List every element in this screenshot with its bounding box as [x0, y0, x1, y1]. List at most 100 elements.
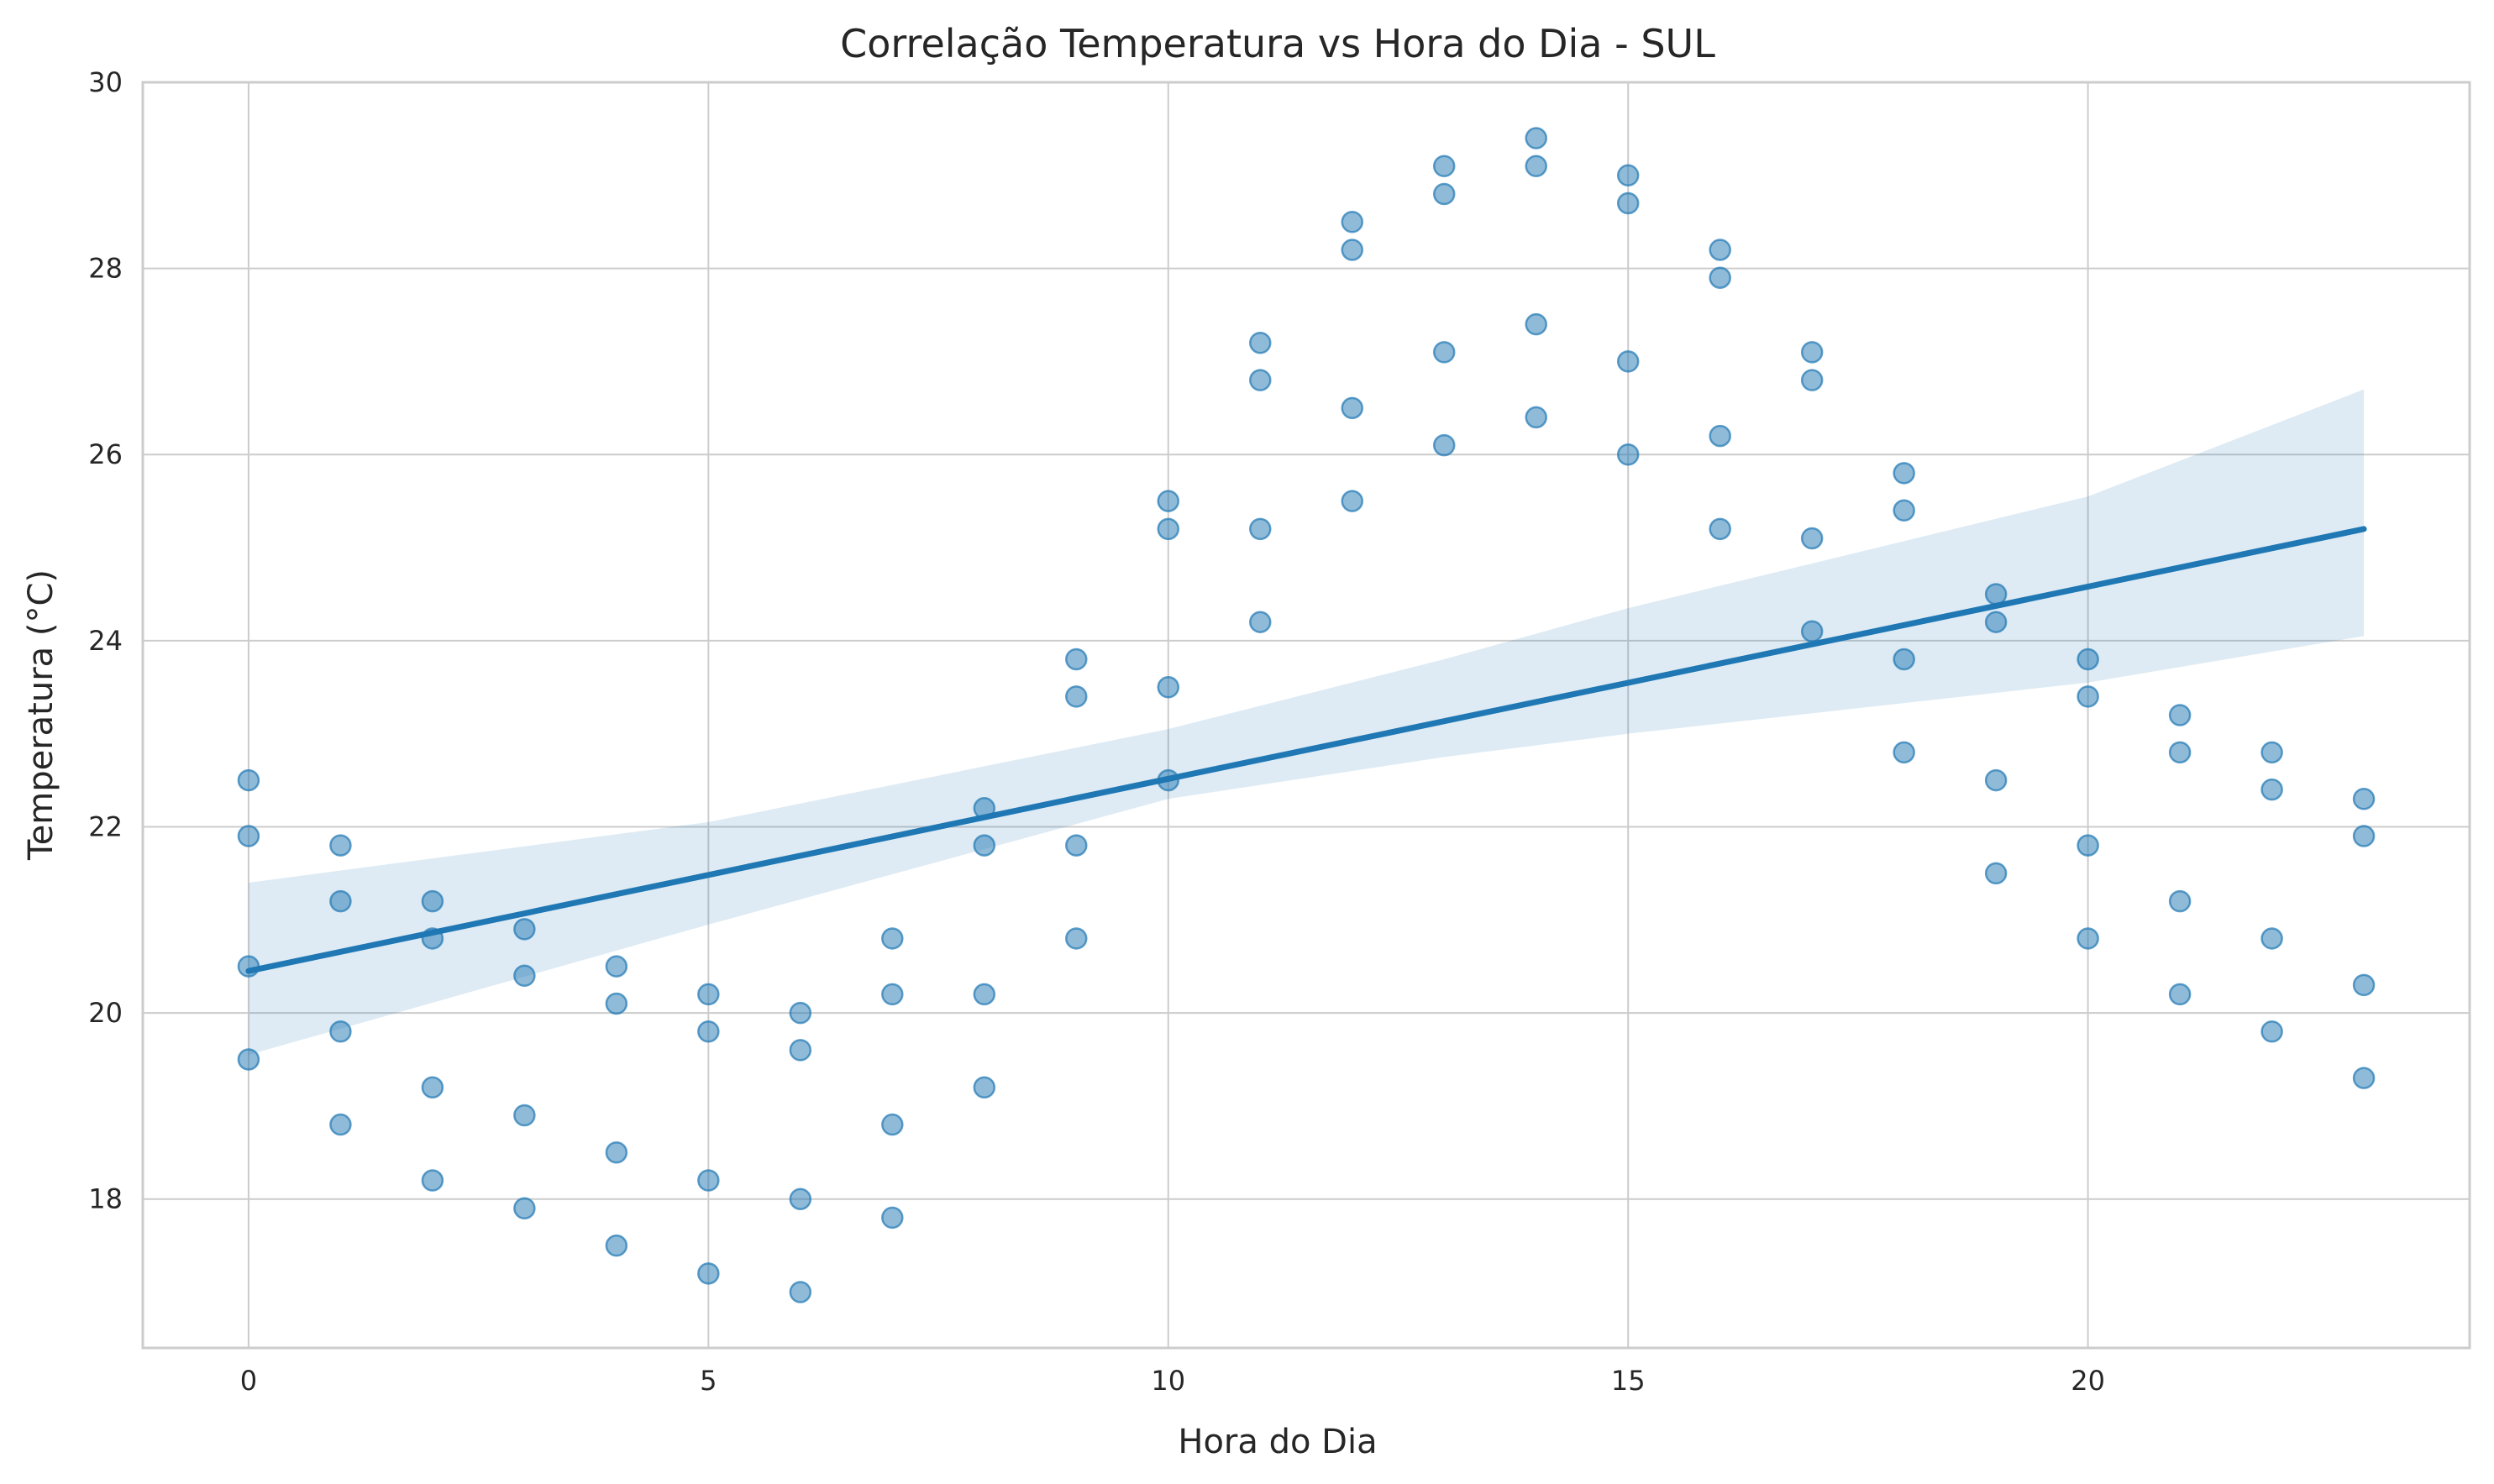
plot-frame	[141, 81, 2471, 1350]
data-point-20	[697, 983, 720, 1006]
data-point-88	[2260, 741, 2283, 764]
data-point-77	[1984, 611, 2008, 633]
data-point-62	[1616, 350, 1640, 373]
regression-line	[245, 526, 2367, 974]
data-point-29	[881, 983, 904, 1006]
data-point-56	[1525, 127, 1547, 149]
tick-labels: 0 5 10 15 20 18 20 22 24 26 28 30	[88, 66, 2105, 1397]
data-point-93	[2352, 825, 2376, 847]
data-point-22	[697, 1169, 720, 1192]
confidence-band	[248, 389, 2365, 1055]
data-point-86	[2168, 889, 2192, 913]
data-point-5	[329, 889, 352, 913]
data-point-49	[1341, 239, 1363, 261]
data-point-7	[329, 1113, 352, 1136]
data-point-13	[513, 964, 536, 988]
x-tick-label-2: 10	[1151, 1365, 1185, 1397]
data-point-42	[1157, 676, 1180, 699]
data-point-81	[2077, 685, 2099, 708]
x-tick-label-0: 0	[240, 1365, 257, 1397]
data-point-27	[789, 1281, 812, 1303]
data-point-28	[881, 927, 904, 950]
data-point-61	[1616, 191, 1640, 215]
x-tick-label-4: 20	[2071, 1365, 2105, 1397]
data-point-51	[1341, 490, 1363, 512]
y-axis-label: Temperatura (°C)	[22, 569, 60, 861]
data-point-82	[2077, 834, 2099, 857]
data-point-76	[1984, 583, 2008, 606]
data-point-58	[1525, 312, 1547, 336]
data-point-12	[513, 918, 536, 941]
data-point-70	[1800, 527, 1824, 550]
data-point-4	[329, 834, 352, 857]
data-point-94	[2352, 973, 2376, 997]
x-axis-label: Hora do Dia	[1178, 1423, 1377, 1461]
data-point-78	[1984, 768, 2008, 792]
data-point-18	[605, 1141, 628, 1164]
data-point-67	[1709, 517, 1731, 541]
data-point-0	[237, 768, 260, 792]
data-point-17	[605, 992, 628, 1015]
y-tick-label-6: 30	[88, 66, 123, 98]
data-point-83	[2077, 927, 2099, 950]
data-point-16	[605, 955, 628, 978]
chart-title: Correlação Temperatura vs Hora do Dia - …	[840, 21, 1715, 66]
data-point-46	[1249, 517, 1272, 541]
data-point-53	[1432, 182, 1456, 206]
data-point-68	[1800, 341, 1824, 364]
data-point-55	[1432, 433, 1456, 457]
regression-line-layer	[245, 526, 2367, 974]
data-point-39	[1065, 927, 1088, 950]
data-point-80	[2077, 648, 2099, 671]
data-point-44	[1249, 332, 1272, 354]
data-point-30	[881, 1113, 904, 1136]
data-point-59	[1525, 406, 1547, 429]
data-point-95	[2352, 1067, 2376, 1089]
data-point-87	[2168, 983, 2192, 1006]
data-point-92	[2352, 787, 2376, 810]
y-tick-label-5: 28	[88, 253, 123, 285]
data-point-36	[1065, 648, 1088, 671]
data-point-14	[513, 1104, 536, 1127]
data-point-23	[697, 1262, 720, 1285]
data-point-21	[697, 1020, 720, 1043]
data-point-73	[1893, 499, 1915, 522]
data-point-8	[421, 889, 444, 913]
data-point-6	[329, 1020, 352, 1043]
data-point-3	[237, 1048, 260, 1071]
data-point-65	[1709, 266, 1731, 289]
y-tick-label-2: 22	[88, 810, 123, 842]
data-point-41	[1157, 517, 1180, 541]
data-point-48	[1341, 210, 1363, 233]
data-point-15	[513, 1197, 536, 1220]
data-point-31	[881, 1206, 904, 1230]
x-tick-label-3: 15	[1611, 1365, 1646, 1397]
data-point-24	[789, 1001, 812, 1025]
data-point-34	[973, 983, 996, 1006]
data-point-50	[1341, 396, 1363, 420]
data-point-19	[605, 1234, 628, 1257]
data-point-10	[421, 1076, 444, 1099]
data-point-63	[1616, 443, 1640, 466]
data-point-75	[1893, 741, 1915, 764]
data-point-35	[973, 1076, 996, 1099]
data-point-84	[2168, 704, 2192, 726]
data-point-85	[2168, 741, 2192, 764]
data-points	[237, 127, 2376, 1303]
data-point-33	[973, 834, 996, 857]
data-point-91	[2260, 1020, 2283, 1043]
data-point-90	[2260, 927, 2283, 950]
data-point-26	[789, 1188, 812, 1210]
data-point-69	[1800, 369, 1824, 391]
data-point-60	[1616, 164, 1640, 187]
data-point-47	[1249, 611, 1272, 633]
data-point-79	[1984, 862, 2008, 885]
data-point-74	[1893, 648, 1915, 671]
data-point-37	[1065, 685, 1088, 708]
x-tick-label-1: 5	[700, 1365, 717, 1397]
data-point-71	[1800, 620, 1824, 643]
y-tick-label-1: 20	[88, 997, 123, 1029]
y-tick-label-4: 26	[88, 438, 123, 470]
